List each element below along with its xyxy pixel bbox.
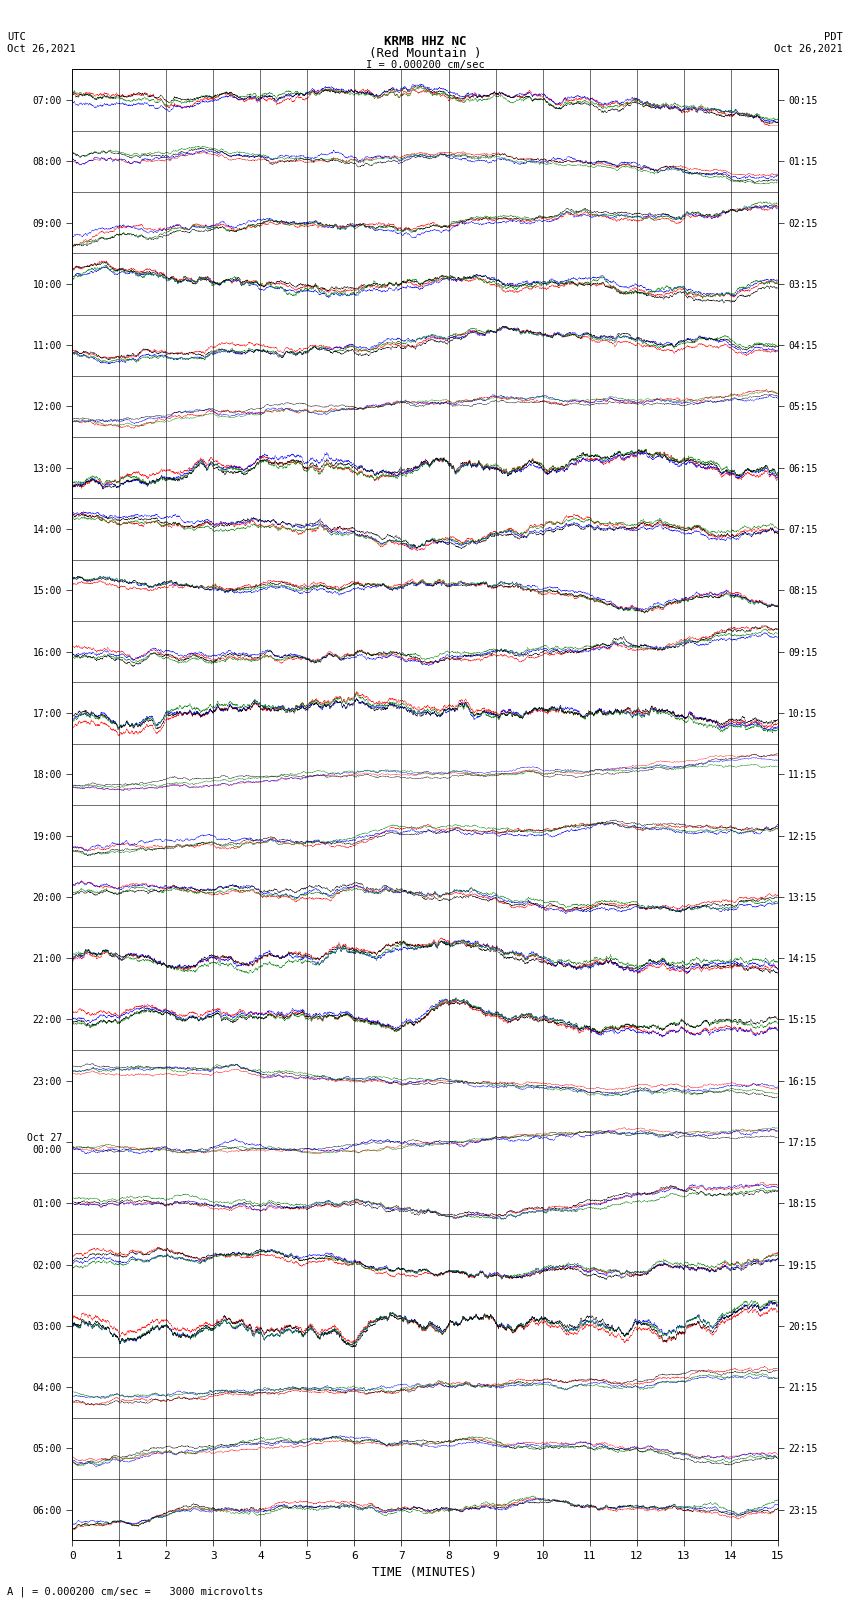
Text: A | = 0.000200 cm/sec =   3000 microvolts: A | = 0.000200 cm/sec = 3000 microvolts — [7, 1586, 263, 1597]
Text: PDT
Oct 26,2021: PDT Oct 26,2021 — [774, 32, 843, 53]
Text: (Red Mountain ): (Red Mountain ) — [369, 47, 481, 60]
Text: UTC
Oct 26,2021: UTC Oct 26,2021 — [7, 32, 76, 53]
Text: I = 0.000200 cm/sec: I = 0.000200 cm/sec — [366, 60, 484, 69]
Text: KRMB HHZ NC: KRMB HHZ NC — [383, 35, 467, 48]
X-axis label: TIME (MINUTES): TIME (MINUTES) — [372, 1566, 478, 1579]
